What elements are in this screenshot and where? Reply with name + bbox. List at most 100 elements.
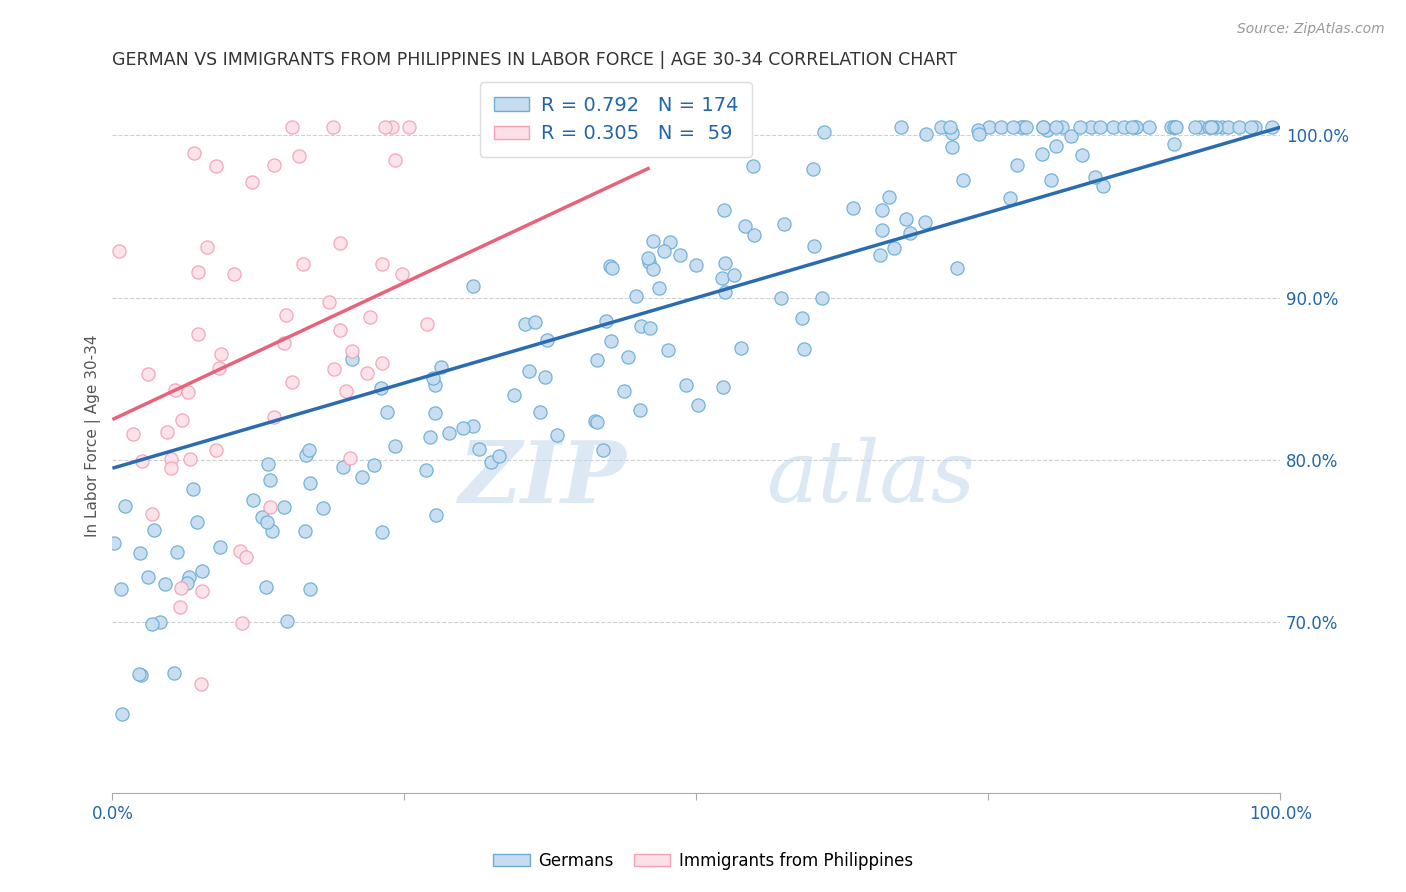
Point [262, 524, 284, 539]
Point [294, 524, 316, 539]
Point [141, 507, 163, 521]
Point [172, 413, 194, 427]
Text: ZIP: ZIP [458, 437, 626, 520]
Point [318, 295, 340, 310]
Point [523, 315, 546, 329]
Point [793, 343, 815, 357]
Point [231, 615, 253, 630]
Point [281, 376, 304, 390]
Point [131, 454, 153, 468]
Point [136, 569, 159, 583]
Point [294, 448, 316, 462]
Point [136, 368, 159, 382]
Point [190, 564, 212, 578]
Point [595, 314, 617, 328]
Y-axis label: In Labor Force | Age 30-34: In Labor Force | Age 30-34 [86, 334, 101, 537]
Point [281, 120, 304, 135]
Point [628, 403, 651, 417]
Point [1112, 120, 1135, 135]
Point [128, 667, 150, 681]
Point [415, 463, 437, 477]
Point [977, 120, 1000, 135]
Point [1163, 136, 1185, 151]
Point [291, 257, 314, 271]
Point [163, 383, 186, 397]
Point [179, 451, 201, 466]
Point [288, 149, 311, 163]
Point [1260, 120, 1282, 135]
Point [513, 317, 536, 331]
Point [430, 360, 453, 375]
Point [416, 317, 439, 331]
Point [640, 320, 662, 334]
Point [374, 120, 396, 135]
Point [643, 262, 665, 277]
Point [967, 128, 990, 142]
Point [263, 410, 285, 425]
Point [274, 308, 297, 322]
Point [181, 482, 204, 496]
Point [1060, 128, 1083, 143]
Point [1164, 120, 1187, 135]
Point [187, 326, 209, 341]
Point [939, 120, 962, 135]
Point [176, 575, 198, 590]
Point [209, 540, 232, 554]
Point [1071, 147, 1094, 161]
Point [941, 140, 963, 154]
Point [1123, 120, 1146, 135]
Point [461, 419, 484, 434]
Point [869, 248, 891, 262]
Point [425, 377, 447, 392]
Point [160, 460, 183, 475]
Point [141, 616, 163, 631]
Point [375, 404, 398, 418]
Point [177, 384, 200, 399]
Point [103, 536, 125, 550]
Point [675, 378, 697, 392]
Point [870, 223, 893, 237]
Point [299, 476, 322, 491]
Point [240, 175, 263, 189]
Point [1163, 120, 1185, 135]
Point [350, 470, 373, 484]
Point [870, 202, 893, 217]
Legend: Germans, Immigrants from Philippines: Germans, Immigrants from Philippines [486, 846, 920, 877]
Point [801, 161, 824, 176]
Point [1032, 120, 1054, 135]
Point [384, 153, 406, 167]
Point [647, 281, 669, 295]
Point [179, 570, 201, 584]
Point [322, 120, 344, 135]
Point [131, 668, 153, 682]
Point [1050, 120, 1073, 135]
Point [711, 380, 734, 394]
Point [744, 228, 766, 243]
Point [1040, 173, 1063, 187]
Point [335, 384, 357, 398]
Point [898, 226, 921, 240]
Point [599, 259, 621, 273]
Point [1012, 120, 1035, 135]
Point [340, 344, 363, 359]
Point [529, 405, 551, 419]
Point [1199, 120, 1222, 135]
Point [998, 191, 1021, 205]
Point [811, 291, 834, 305]
Point [170, 581, 193, 595]
Point [685, 258, 707, 272]
Point [734, 219, 756, 234]
Point [254, 580, 277, 594]
Point [1032, 120, 1054, 135]
Point [624, 289, 647, 303]
Point [1045, 139, 1067, 153]
Point [276, 614, 298, 628]
Point [370, 381, 392, 395]
Point [481, 120, 503, 135]
Point [1198, 120, 1220, 135]
Point [479, 455, 502, 469]
Point [256, 515, 278, 529]
Point [169, 599, 191, 614]
Point [156, 425, 179, 439]
Point [186, 515, 208, 529]
